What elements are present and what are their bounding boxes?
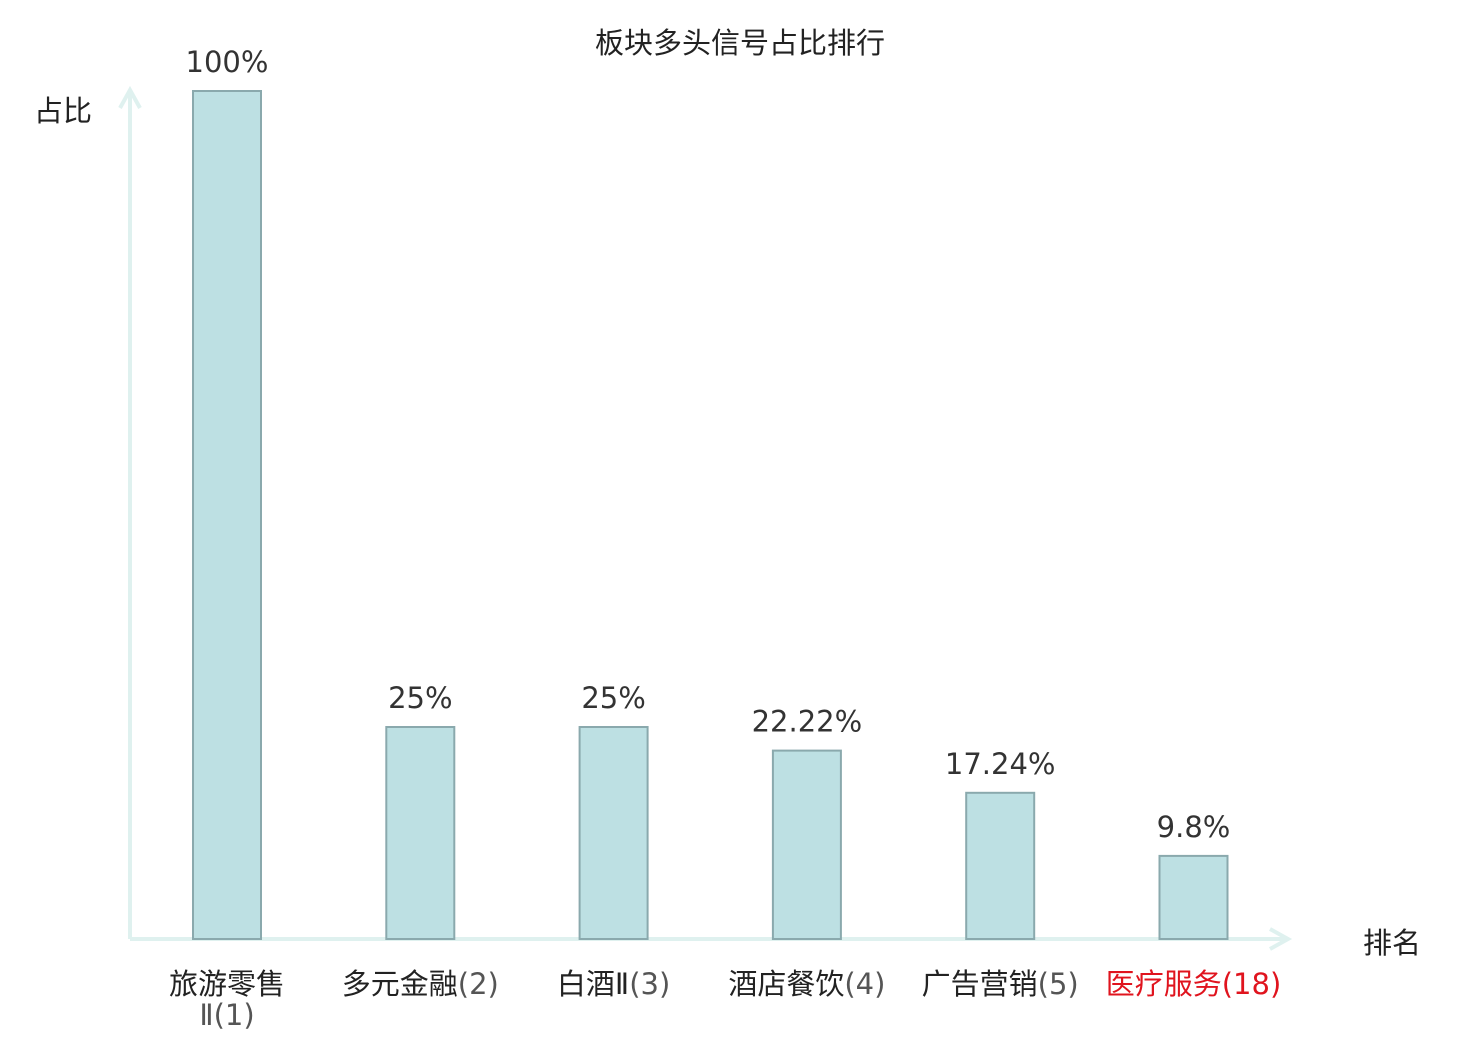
y-axis-label: 占比: [34, 94, 92, 128]
category-name: 多元金融: [342, 967, 458, 1001]
value-label: 9.8%: [1157, 810, 1231, 844]
category-name: 酒店餐饮: [728, 967, 844, 1001]
category-label: 医疗服务(18): [1106, 967, 1282, 1001]
category-name: 广告营销: [922, 967, 1038, 1001]
axes: [118, 85, 1293, 951]
bar: [192, 90, 262, 940]
category-rank: Ⅱ(1): [199, 998, 254, 1032]
bar: [385, 726, 456, 940]
category-name: 白酒Ⅱ: [557, 967, 629, 1001]
x-axis-label: 排名: [1363, 926, 1421, 960]
bar: [965, 791, 1036, 940]
category-name: 医疗服务: [1106, 967, 1222, 1001]
category-name: 旅游零售: [169, 967, 285, 1001]
y-axis-arrow: [118, 85, 142, 109]
value-label: 22.22%: [752, 705, 863, 739]
category-rank: (18): [1222, 967, 1282, 1001]
category-label: 白酒Ⅱ(3): [557, 967, 670, 1001]
chart-title: 板块多头信号占比排行: [595, 26, 885, 60]
category-rank: (4): [844, 967, 885, 1001]
category-rank: (2): [458, 967, 499, 1001]
category-label: 多元金融(2): [342, 967, 499, 1001]
bar: [1158, 854, 1229, 941]
bar: [771, 749, 842, 940]
category-label: 广告营销(5): [922, 967, 1079, 1001]
value-label: 17.24%: [945, 747, 1056, 781]
category-rank: (5): [1038, 967, 1079, 1001]
value-label: 25%: [581, 681, 645, 715]
category-rank: (3): [629, 967, 670, 1001]
x-axis-arrow: [1269, 927, 1293, 951]
bar: [578, 726, 649, 940]
value-label: 100%: [186, 45, 269, 79]
value-labels: 100% 25% 25% 22.22% 17.24% 9.8%: [186, 45, 1231, 844]
category-label: 酒店餐饮(4): [728, 967, 885, 1001]
bars: [192, 90, 1229, 941]
value-label: 25%: [388, 681, 452, 715]
